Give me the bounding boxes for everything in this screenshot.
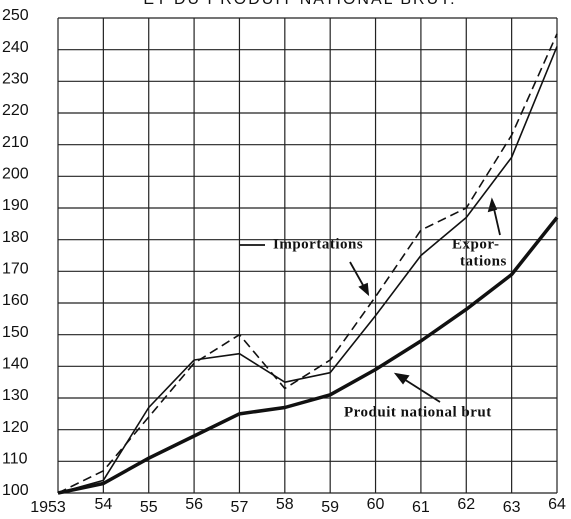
y-tick-label: 140 [2,356,29,373]
x-tick-label: 56 [185,496,203,513]
series-line [57,33,558,494]
x-tick-label: 64 [548,496,566,513]
x-tick-label: 58 [276,496,294,513]
x-tick-label: 59 [321,499,339,516]
y-tick-label: 190 [2,197,29,214]
series-line [57,46,558,494]
chart-title: ET DU PRODUIT NATIONAL BRUT. [143,0,456,8]
annotation: Importations [273,236,363,252]
x-tick-label: 1953 [30,499,66,516]
x-tick-label: 55 [140,499,158,516]
x-tick-label: 62 [457,496,475,513]
y-tick-label: 180 [2,229,29,246]
y-tick-label: 200 [2,166,29,183]
y-tick-label: 220 [2,102,29,119]
y-tick-label: 240 [2,39,29,56]
y-tick-label: 120 [2,419,29,436]
annotation: Produit national brut [344,404,492,420]
y-tick-label: 210 [2,134,29,151]
y-tick-label: 170 [2,261,29,278]
y-tick-label: 150 [2,324,29,341]
series-line [57,216,559,495]
annotation: Expor- [452,236,499,252]
y-tick-label: 160 [2,292,29,309]
y-tick-label: 230 [2,71,29,88]
y-tick-label: 100 [2,482,29,499]
x-tick-label: 54 [94,496,112,513]
y-tick-label: 130 [2,387,29,404]
y-tick-label: 250 [2,7,29,24]
annotation: tations [460,253,507,269]
y-tick-label: 110 [2,451,28,468]
x-tick-label: 60 [367,496,385,513]
x-tick-label: 57 [231,499,249,516]
x-tick-label: 63 [503,499,521,516]
x-tick-label: 61 [412,499,430,516]
